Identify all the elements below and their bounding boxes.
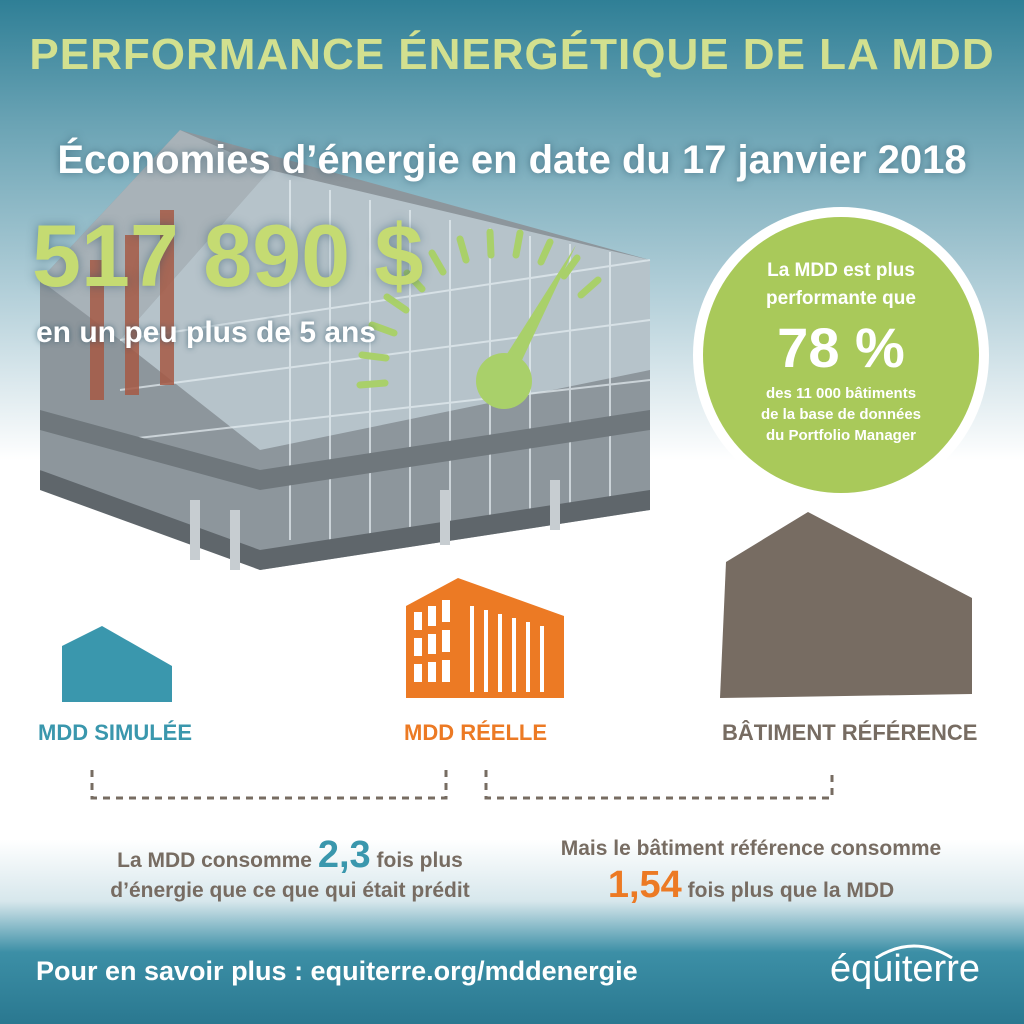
simulated-building-icon: [62, 626, 172, 702]
comparison-right-number: 1,54: [607, 864, 682, 906]
badge-details-line2: de la base de données: [760, 406, 922, 423]
comparison-left-suffix: fois plus: [376, 849, 463, 872]
label-simulated: MDD SIMULÉE: [38, 720, 192, 745]
reference-building-icon: [720, 512, 972, 698]
badge-details: des 11 000 bâtiments de la base de donné…: [703, 383, 979, 446]
performance-badge: La MDD est plus performante que 78 % des…: [693, 207, 989, 503]
comparison-left-prefix: La MDD consomme: [117, 849, 312, 872]
badge-details-line1: des 11 000 bâtiments: [765, 385, 917, 402]
logo-arc-icon: [875, 944, 953, 960]
badge-intro-line2: performante que: [766, 288, 916, 309]
real-building-icon: [406, 578, 564, 698]
badge-intro: La MDD est plus performante que: [703, 257, 979, 313]
savings-amount: 517 890 $: [32, 206, 424, 305]
gauge-icon: [356, 228, 602, 409]
comparison-right-suffix: fois plus que la MDD: [687, 879, 895, 902]
savings-period: en un peu plus de 5 ans: [36, 316, 377, 349]
learn-more-link[interactable]: Pour en savoir plus : equiterre.org/mdde…: [36, 956, 638, 986]
logo-text: équiterre: [830, 948, 980, 990]
badge-intro-line1: La MDD est plus: [767, 260, 915, 281]
comparison-left-line2: d’énergie que ce que qui était prédit: [110, 879, 470, 902]
badge-details-line3: du Portfolio Manager: [766, 427, 916, 444]
comparison-left-text: La MDD consomme 2,3 fois plus d’énergie …: [70, 836, 510, 906]
comparison-right-line1: Mais le bâtiment référence consomme: [560, 837, 942, 860]
comparison-left-number: 2,3: [317, 834, 371, 876]
label-reference: BÂTIMENT RÉFÉRENCE: [722, 720, 978, 745]
bracket-right: [484, 770, 834, 800]
bracket-left: [90, 770, 448, 800]
comparison-right-line2: 1,54 fois plus que la MDD: [516, 866, 986, 906]
badge-percent: 78 %: [777, 316, 905, 379]
label-real: MDD RÉELLE: [404, 720, 547, 745]
page-subtitle: Économies d’énergie en date du 17 janvie…: [57, 138, 967, 182]
comparison-right-text: Mais le bâtiment référence consomme 1,54…: [516, 834, 986, 906]
page-title: PERFORMANCE ÉNERGÉTIQUE DE LA MDD: [29, 30, 995, 79]
equiterre-logo: équiterre: [830, 944, 980, 991]
comparison-left-line1: La MDD consomme 2,3 fois plus: [70, 836, 510, 876]
performance-badge-inner: La MDD est plus performante que 78 % des…: [703, 217, 979, 493]
